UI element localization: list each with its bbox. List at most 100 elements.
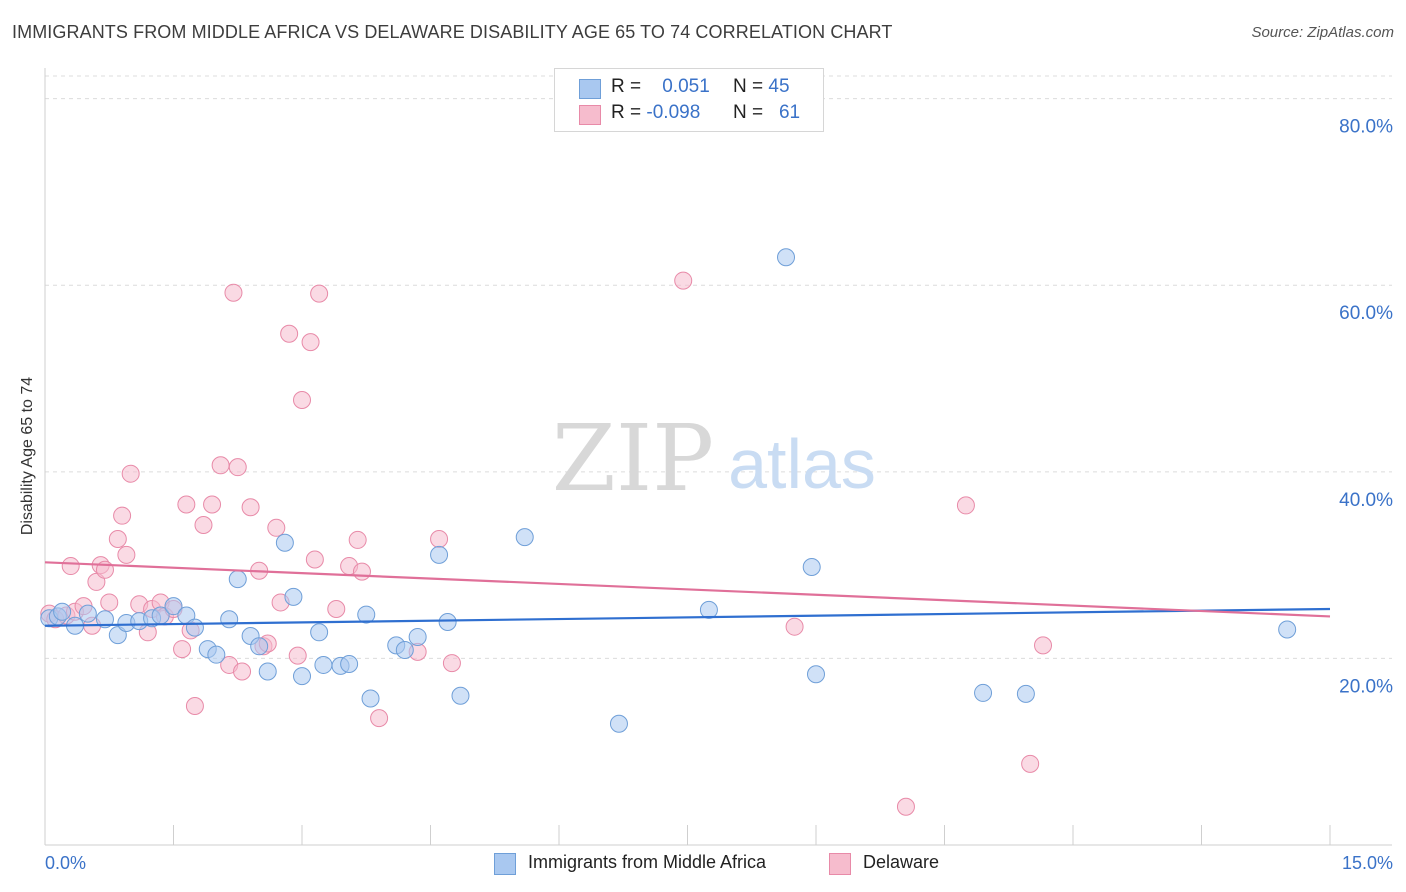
middle-africa-point — [340, 655, 359, 674]
correlation-legend: R = 0.051 N = 45 R = -0.098 N = 61 — [554, 68, 824, 132]
delaware-point — [117, 545, 136, 564]
delaware-point — [301, 333, 320, 352]
delaware-point — [211, 456, 230, 475]
watermark-atlas: atlas — [728, 425, 876, 503]
middle-africa-point — [275, 533, 294, 552]
delaware-point — [1021, 754, 1040, 773]
x-tick-label: 0.0% — [45, 853, 86, 873]
middle-africa-point — [451, 686, 470, 705]
y-tick-label: 60.0% — [1339, 303, 1393, 324]
middle-africa-point — [807, 665, 825, 684]
middle-africa-point — [395, 641, 414, 660]
middle-africa-point — [802, 557, 821, 576]
middle-africa-point — [699, 600, 718, 619]
delaware-trend-line — [44, 561, 1331, 618]
y-tick-label: 80.0% — [1339, 117, 1393, 138]
middle-africa-point — [164, 597, 183, 616]
legend-r-value-pink: -0.098 — [646, 102, 701, 123]
delaware-point — [113, 506, 132, 525]
watermark: ZIP atlas — [552, 405, 876, 512]
delaware-point — [370, 709, 389, 728]
middle-africa-point — [228, 570, 247, 589]
delaware-point — [305, 550, 324, 569]
delaware-point — [108, 530, 127, 548]
delaware-point — [293, 390, 311, 409]
middle-africa-point — [361, 689, 380, 708]
legend-r-pink: R = -0.098 — [611, 102, 701, 123]
legend-r-blue: R = 0.051 — [611, 76, 710, 97]
chart-source: Source: ZipAtlas.com — [1251, 24, 1394, 41]
delaware-point — [956, 496, 975, 515]
delaware-point — [430, 530, 449, 548]
delaware-point — [267, 518, 286, 537]
delaware-point — [280, 324, 299, 343]
middle-africa-point — [250, 637, 269, 656]
legend-n-value-pink: 61 — [778, 102, 801, 123]
delaware-point — [785, 617, 804, 636]
bottom-legend-swatch-pink — [829, 853, 851, 875]
middle-africa-point — [53, 602, 72, 621]
delaware-point — [674, 271, 693, 290]
middle-africa-point — [78, 604, 97, 623]
delaware-point — [194, 516, 213, 535]
legend-swatch-blue — [579, 79, 601, 99]
middle-africa-point — [293, 667, 311, 686]
trend-lines — [44, 561, 1331, 627]
delaware-point — [352, 562, 371, 581]
middle-africa-point — [220, 610, 239, 629]
bottom-legend-label-pink: Delaware — [863, 852, 940, 872]
delaware-point — [224, 283, 243, 302]
middle-africa-point — [185, 618, 204, 637]
delaware-point — [185, 696, 204, 715]
delaware-point — [100, 593, 119, 612]
delaware-point — [121, 464, 140, 483]
middle-africa-trend-line — [44, 607, 1331, 627]
middle-africa-point — [284, 587, 303, 606]
middle-africa-point — [974, 683, 993, 702]
x-tick-label: 15.0% — [1342, 853, 1393, 873]
middle-africa-point — [310, 623, 329, 642]
legend-n-value-blue: 45 — [768, 76, 790, 97]
bottom-legend-swatch-blue — [494, 853, 516, 875]
delaware-points — [40, 271, 1053, 816]
tick-labels: 20.0% 40.0% 60.0% 80.0% 0.0% 15.0% — [45, 117, 1393, 873]
y-tick-label: 40.0% — [1339, 490, 1393, 511]
delaware-point — [327, 599, 346, 618]
legend-n-pink: N = 61 — [733, 102, 801, 123]
middle-africa-point — [1016, 684, 1035, 703]
middle-africa-point — [430, 545, 449, 564]
delaware-point — [896, 797, 915, 816]
delaware-point — [241, 498, 260, 517]
delaware-point — [348, 530, 367, 549]
middle-africa-point — [207, 645, 226, 664]
delaware-point — [1034, 636, 1053, 655]
delaware-point — [173, 640, 192, 659]
y-tick-label: 20.0% — [1339, 676, 1393, 697]
middle-africa-point — [357, 605, 376, 624]
delaware-point — [177, 495, 196, 514]
legend-n-blue: N = 45 — [733, 76, 790, 97]
delaware-point — [233, 662, 252, 681]
delaware-point — [310, 284, 329, 303]
middle-africa-point — [438, 613, 457, 632]
middle-africa-point — [777, 248, 796, 267]
middle-africa-point — [408, 627, 427, 646]
middle-africa-point — [95, 610, 114, 629]
watermark-zip: ZIP — [552, 405, 714, 512]
middle-africa-point — [258, 662, 277, 681]
delaware-point — [228, 458, 247, 477]
delaware-point — [203, 495, 222, 514]
legend-swatch-pink — [579, 105, 601, 125]
axes — [44, 68, 1392, 846]
middle-africa-points — [40, 248, 1297, 733]
middle-africa-point — [314, 655, 333, 674]
middle-africa-point — [609, 714, 628, 733]
legend-r-value-blue: 0.051 — [662, 76, 710, 97]
delaware-point — [61, 557, 80, 576]
delaware-point — [288, 646, 307, 665]
chart-title: IMMIGRANTS FROM MIDDLE AFRICA VS DELAWAR… — [12, 22, 893, 42]
middle-africa-point — [515, 528, 534, 547]
bottom-legend-label-blue: Immigrants from Middle Africa — [528, 852, 767, 872]
delaware-point — [442, 654, 461, 673]
